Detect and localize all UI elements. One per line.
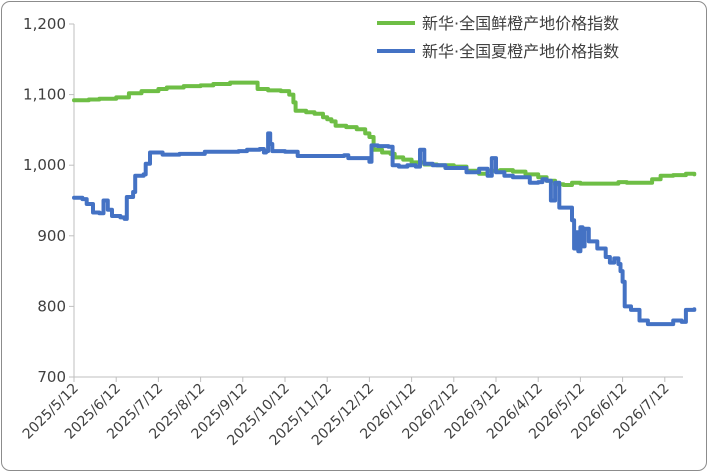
y-tick-label: 1,000 — [23, 156, 66, 174]
series-lines — [72, 80, 697, 327]
y-tick-label: 800 — [37, 297, 66, 315]
y-axis-ticks: 700 800 900 1,000 1,100 1,200 — [23, 15, 74, 386]
series-line-2 — [72, 131, 697, 327]
y-tick-label: 1,200 — [23, 15, 66, 33]
y-tick-label: 700 — [37, 368, 66, 386]
y-tick-label: 900 — [37, 227, 66, 245]
legend-label-2: 新华·全国夏橙产地价格指数 — [422, 42, 619, 61]
series-line-1 — [72, 80, 697, 187]
y-tick-label: 1,100 — [23, 86, 66, 104]
legend-label-1: 新华·全国鲜橙产地价格指数 — [422, 14, 619, 33]
x-axis-ticks: 2025/5/122025/6/122025/7/122025/8/122025… — [20, 377, 673, 449]
